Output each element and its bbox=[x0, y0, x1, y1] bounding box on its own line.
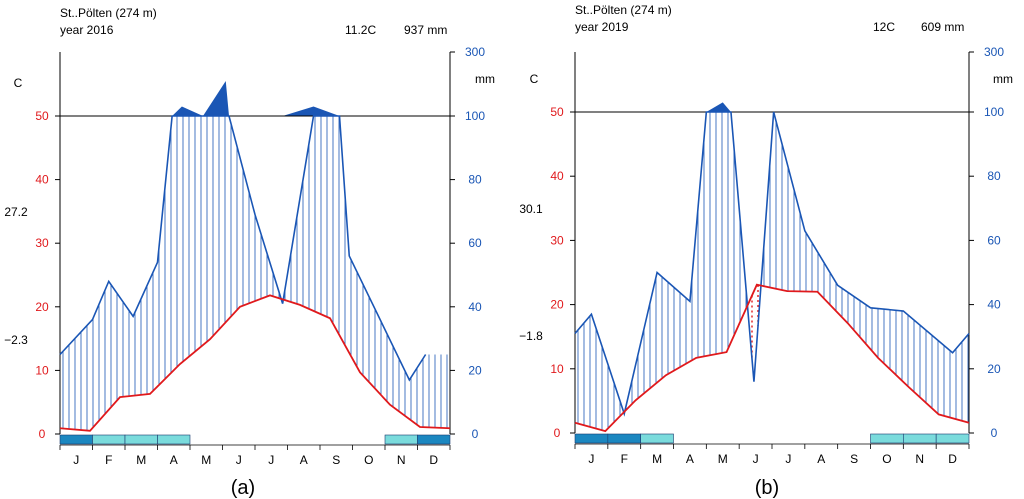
precipitation-tick-label: 300 bbox=[984, 45, 1004, 59]
month-tick-label: A bbox=[300, 453, 308, 467]
temperature-tick-label: 20 bbox=[35, 300, 49, 314]
temperature-tick-label: 0 bbox=[39, 427, 46, 441]
temperature-tick-label: 30 bbox=[550, 233, 564, 247]
precipitation-tick-label: 20 bbox=[468, 363, 482, 377]
temperature-tick-label: 50 bbox=[35, 109, 49, 123]
month-tick-label: S bbox=[332, 453, 340, 467]
station-title: St..Pölten (274 m) bbox=[575, 3, 672, 17]
temperature-tick-label: 40 bbox=[550, 169, 564, 183]
month-tick-label: F bbox=[621, 452, 628, 466]
frost-bar-segment bbox=[59, 434, 93, 445]
temperature-tick-label: 40 bbox=[35, 173, 49, 187]
month-tick-label: M bbox=[652, 452, 662, 466]
frost-bar-segment bbox=[384, 434, 418, 445]
precipitation-tick-label: 100 bbox=[984, 105, 1004, 119]
annual-precipitation-label: 609 mm bbox=[921, 20, 964, 34]
temperature-unit: C bbox=[14, 76, 23, 90]
frost-bar-segment bbox=[935, 433, 970, 444]
month-tick-label: A bbox=[686, 452, 694, 466]
month-tick-label: J bbox=[236, 453, 242, 467]
temperature-unit: C bbox=[530, 72, 539, 86]
month-tick-label: M bbox=[136, 453, 146, 467]
month-tick-label: A bbox=[170, 453, 178, 467]
frost-bar-segment bbox=[417, 434, 451, 445]
climate-diagram-a: St..Pölten (274 m) year 2016 11.2C 937 m… bbox=[4, 6, 495, 499]
precipitation-tick-label: 0 bbox=[472, 427, 479, 441]
climate-diagram-b: St..Pölten (274 m) year 2019 12C 609 mm … bbox=[519, 3, 1013, 499]
annual-precipitation-label: 937 mm bbox=[404, 23, 447, 37]
month-tick-label: O bbox=[364, 453, 373, 467]
temperature-tick-label: 30 bbox=[35, 236, 49, 250]
min-temperature-annotation: −2.3 bbox=[4, 333, 28, 347]
period-label: year 2016 bbox=[60, 23, 114, 37]
precipitation-excess-fill bbox=[203, 81, 229, 116]
temperature-tick-label: 50 bbox=[550, 105, 564, 119]
frost-bar-segment bbox=[124, 434, 158, 445]
month-tick-label: J bbox=[753, 452, 759, 466]
frost-bar-segment bbox=[574, 433, 609, 444]
month-tick-label: S bbox=[850, 452, 858, 466]
month-tick-label: J bbox=[785, 452, 791, 466]
mean-temperature-label: 12C bbox=[873, 20, 895, 34]
month-tick-label: N bbox=[915, 452, 924, 466]
temperature-tick-label: 10 bbox=[35, 363, 49, 377]
frost-bar-segment bbox=[607, 433, 641, 444]
precipitation-tick-label: 20 bbox=[987, 362, 1001, 376]
precipitation-tick-label: 40 bbox=[987, 298, 1001, 312]
precipitation-excess-fill bbox=[172, 106, 203, 116]
period-label: year 2019 bbox=[575, 20, 629, 34]
month-tick-label: J bbox=[73, 453, 79, 467]
month-tick-label: J bbox=[588, 452, 594, 466]
max-temperature-annotation: 30.1 bbox=[519, 202, 543, 216]
precipitation-tick-label: 80 bbox=[468, 173, 482, 187]
max-temperature-annotation: 27.2 bbox=[4, 205, 28, 219]
precipitation-tick-label: 60 bbox=[468, 236, 482, 250]
frost-bar-segment bbox=[92, 434, 126, 445]
precipitation-line bbox=[574, 111, 970, 417]
frost-bar-segment bbox=[640, 433, 674, 444]
month-tick-label: J bbox=[268, 453, 274, 467]
month-tick-label: D bbox=[948, 452, 957, 466]
temperature-line bbox=[574, 283, 970, 433]
temperature-tick-label: 0 bbox=[554, 426, 561, 440]
month-tick-label: O bbox=[882, 452, 891, 466]
precipitation-tick-label: 0 bbox=[991, 426, 998, 440]
station-title: St..Pölten (274 m) bbox=[60, 6, 157, 20]
frost-bar-segment bbox=[157, 434, 191, 445]
month-tick-label: D bbox=[429, 453, 438, 467]
precipitation-tick-label: 80 bbox=[987, 169, 1001, 183]
precipitation-unit: mm bbox=[993, 72, 1013, 86]
panel-label: (a) bbox=[231, 477, 255, 499]
temperature-tick-label: 10 bbox=[550, 362, 564, 376]
month-tick-label: F bbox=[105, 453, 112, 467]
frost-bar-segment bbox=[870, 433, 904, 444]
mean-temperature-label: 11.2C bbox=[345, 23, 376, 37]
temperature-line bbox=[59, 294, 451, 432]
temperature-tick-label: 20 bbox=[550, 298, 564, 312]
precipitation-tick-label: 40 bbox=[468, 300, 482, 314]
panel-label: (b) bbox=[755, 477, 779, 499]
frost-bar-segment bbox=[903, 433, 937, 444]
precipitation-excess-fill bbox=[706, 102, 731, 112]
month-tick-label: A bbox=[817, 452, 825, 466]
month-tick-label: M bbox=[718, 452, 728, 466]
precipitation-tick-label: 300 bbox=[465, 45, 485, 59]
precipitation-tick-label: 100 bbox=[465, 109, 485, 123]
precipitation-tick-label: 60 bbox=[987, 233, 1001, 247]
precipitation-line bbox=[59, 115, 427, 382]
precipitation-excess-fill bbox=[282, 106, 340, 116]
precipitation-unit: mm bbox=[475, 72, 495, 86]
month-tick-label: M bbox=[201, 453, 211, 467]
min-temperature-annotation: −1.8 bbox=[519, 329, 543, 343]
month-tick-label: N bbox=[397, 453, 406, 467]
